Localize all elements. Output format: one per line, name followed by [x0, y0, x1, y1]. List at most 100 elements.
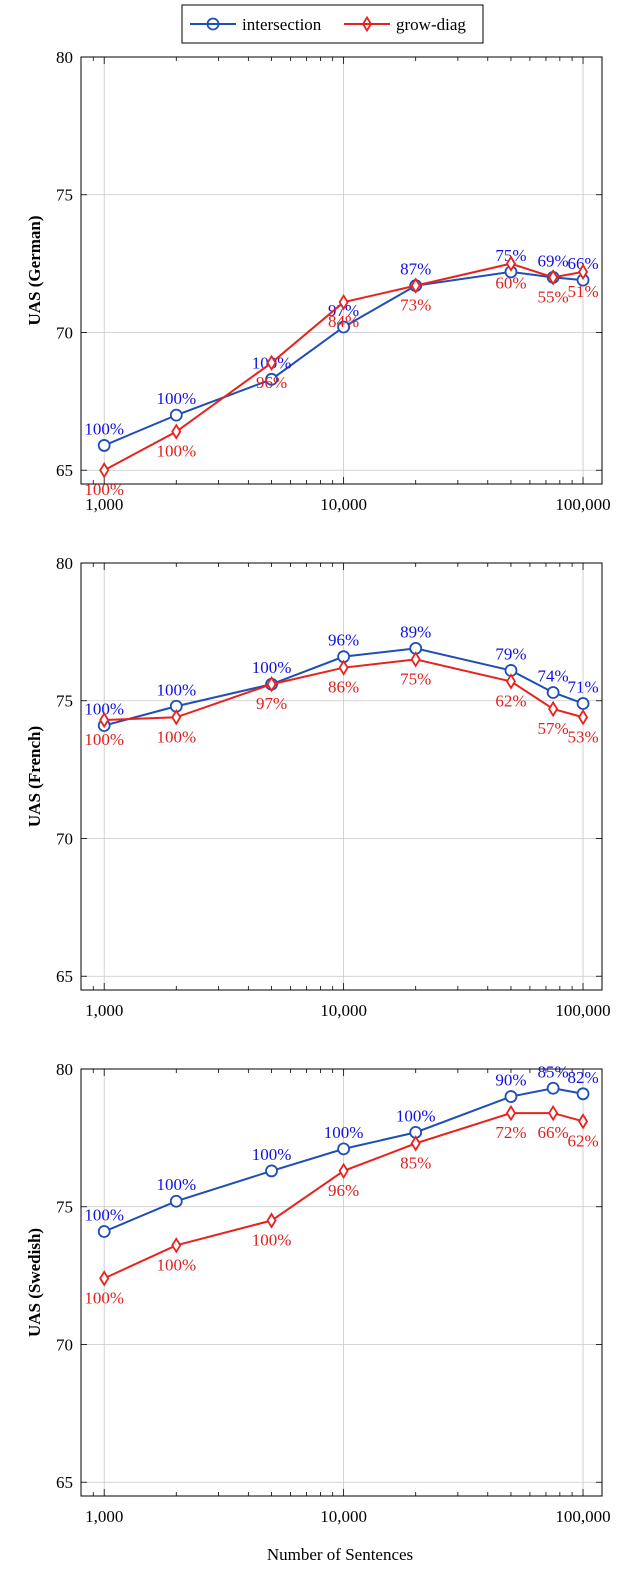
data-point-intersection: [97, 1225, 111, 1238]
data-point-grow-diag: [99, 711, 110, 729]
data-point-intersection: [576, 697, 590, 710]
data-point-grow-diag: [505, 1104, 517, 1122]
data-point-grow-diag: [171, 423, 182, 440]
y-tick-label: 70: [56, 1335, 73, 1354]
data-label-grow-diag: 86%: [328, 678, 359, 697]
data-label-grow-diag: 100%: [252, 1231, 292, 1250]
y-tick-label: 70: [56, 829, 73, 848]
data-label-grow-diag: 96%: [328, 1181, 359, 1200]
data-label-intersection: 69%: [538, 251, 569, 270]
data-label-intersection: 100%: [84, 700, 124, 719]
data-point-intersection: [337, 1142, 351, 1156]
data-label-grow-diag: 100%: [156, 1255, 196, 1274]
data-point-intersection: [169, 1194, 183, 1208]
y-tick-label: 65: [56, 461, 73, 480]
data-label-intersection: 79%: [495, 644, 526, 663]
data-point-intersection: [265, 372, 278, 386]
data-label-intersection: 89%: [400, 622, 431, 641]
legend-label-intersection: intersection: [242, 15, 322, 34]
data-label-grow-diag: 53%: [567, 727, 598, 746]
plot-frame: [80, 562, 603, 991]
data-label-intersection: 100%: [156, 389, 196, 408]
data-point-grow-diag: [577, 709, 589, 726]
data-point-grow-diag: [338, 659, 349, 676]
data-point-grow-diag: [410, 277, 421, 294]
data-point-grow-diag: [171, 709, 182, 726]
data-label-intersection: 75%: [495, 246, 526, 265]
series-line-intersection: [103, 647, 584, 727]
data-label-intersection: 96%: [328, 631, 359, 650]
x-tick-label: 1,000: [85, 1507, 123, 1526]
data-point-grow-diag: [410, 651, 421, 668]
data-label-grow-diag: 57%: [538, 719, 569, 738]
data-label-intersection: 90%: [495, 1071, 526, 1090]
data-point-grow-diag: [266, 675, 277, 693]
data-point-intersection: [546, 1081, 560, 1095]
series-line-intersection: [103, 270, 584, 447]
x-axis-label: Number of Sentences: [267, 1545, 413, 1564]
legend-marker-intersection: [206, 17, 220, 31]
x-tick-label: 1,000: [85, 1001, 123, 1020]
data-label-intersection: 100%: [324, 1123, 364, 1142]
data-point-grow-diag: [338, 1162, 349, 1180]
data-label-intersection: 100%: [84, 419, 124, 438]
plot-frame: [80, 1068, 603, 1497]
y-tick-label: 75: [56, 1198, 73, 1217]
series-line-intersection: [103, 1087, 584, 1233]
data-point-intersection: [337, 320, 351, 334]
data-label-grow-diag: 62%: [495, 691, 526, 710]
data-point-grow-diag: [577, 1113, 589, 1130]
data-label-intersection: 71%: [567, 677, 598, 696]
x-tick-label: 10,000: [320, 495, 367, 514]
data-label-grow-diag: 60%: [495, 274, 526, 293]
data-label-grow-diag: 55%: [538, 287, 569, 306]
data-label-grow-diag: 66%: [538, 1123, 569, 1142]
series-line-grow-diag: [104, 658, 584, 722]
data-label-intersection: 100%: [156, 680, 196, 699]
data-label-grow-diag: 97%: [256, 694, 287, 713]
data-point-intersection: [169, 408, 183, 422]
data-label-intersection: 100%: [156, 1175, 196, 1194]
data-point-grow-diag: [505, 673, 517, 690]
legend-label-grow-diag: grow-diag: [396, 15, 466, 34]
plot-frame: [80, 56, 603, 485]
data-point-grow-diag: [99, 1270, 110, 1287]
data-label-grow-diag: 100%: [84, 1288, 124, 1307]
data-label-grow-diag: 96%: [256, 373, 287, 392]
data-point-grow-diag: [577, 263, 589, 281]
data-label-intersection: 100%: [84, 1206, 124, 1225]
legend: intersection grow-diag: [181, 4, 484, 44]
data-point-grow-diag: [266, 354, 277, 372]
panel-3: 1,000 10,000 100,000 65 70 75 80 UAS (Swedish) 1…: [25, 1060, 611, 1526]
y-axis-label: UAS (German): [25, 215, 44, 325]
data-label-grow-diag: 85%: [400, 1153, 431, 1172]
y-axis-label: UAS (French): [25, 726, 44, 827]
data-label-intersection: 100%: [252, 658, 292, 677]
x-tick-label: 10,000: [320, 1001, 367, 1020]
data-point-grow-diag: [505, 255, 517, 272]
legend-entry-grow-diag: grow-diag: [344, 15, 466, 34]
data-label-grow-diag: 73%: [400, 296, 431, 315]
data-point-grow-diag: [171, 1237, 182, 1254]
x-tick-label: 10,000: [320, 1507, 367, 1526]
data-point-intersection: [546, 686, 560, 699]
data-point-intersection: [504, 1090, 518, 1103]
data-label-intersection: 97%: [328, 301, 359, 320]
data-point-intersection: [97, 439, 111, 452]
data-label-grow-diag: 100%: [156, 442, 196, 461]
y-tick-label: 70: [56, 323, 73, 342]
data-label-grow-diag: 84%: [328, 312, 359, 331]
data-label-grow-diag: 75%: [400, 669, 431, 688]
x-tick-label: 100,000: [555, 1001, 610, 1020]
y-tick-label: 75: [56, 692, 73, 711]
y-tick-label: 65: [56, 1473, 73, 1492]
y-tick-label: 80: [56, 554, 73, 573]
legend-entry-intersection: intersection: [190, 15, 322, 34]
data-point-grow-diag: [338, 293, 349, 311]
data-label-grow-diag: 51%: [567, 282, 598, 301]
y-tick-label: 65: [56, 967, 73, 986]
data-label-grow-diag: 100%: [84, 480, 124, 499]
data-label-intersection: 87%: [400, 260, 431, 279]
